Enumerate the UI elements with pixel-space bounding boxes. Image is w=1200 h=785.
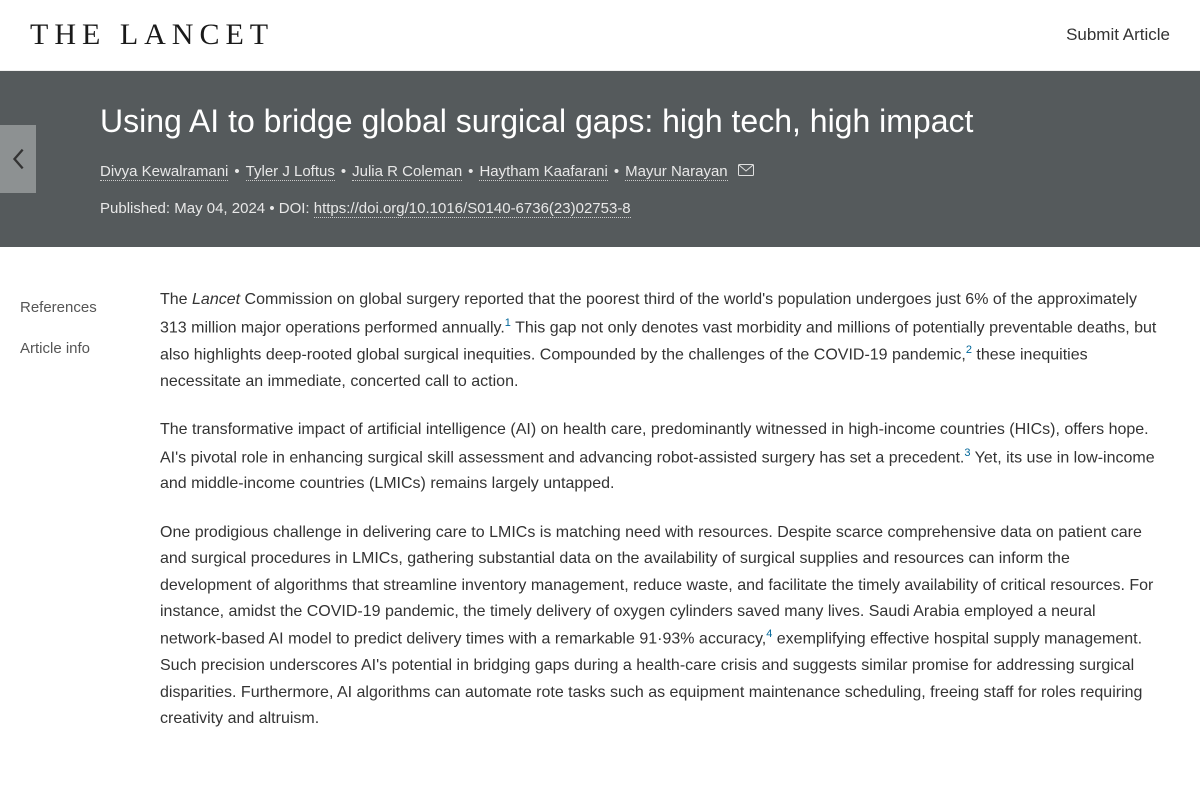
author-link[interactable]: Haytham Kaafarani <box>479 163 607 181</box>
meta-separator: • <box>269 200 278 217</box>
text-span: The <box>160 291 192 308</box>
author-list: Divya Kewalramani•Tyler J Loftus•Julia R… <box>100 163 1170 181</box>
published-date: May 04, 2024 <box>174 200 265 217</box>
doi-label: DOI: <box>279 200 310 217</box>
article-hero: Using AI to bridge global surgical gaps:… <box>0 71 1200 247</box>
author-link[interactable]: Mayur Narayan <box>625 163 728 181</box>
sidebar-item-article-info[interactable]: Article info <box>20 328 140 369</box>
top-bar: THE LANCET Submit Article <box>0 0 1200 71</box>
back-button[interactable] <box>0 125 36 193</box>
article-meta: Published: May 04, 2024 • DOI: https://d… <box>100 200 1170 217</box>
mail-icon[interactable] <box>738 163 754 180</box>
author-separator: • <box>462 163 479 180</box>
content-wrap: References Article info The Lancet Commi… <box>0 247 1200 754</box>
author-link[interactable]: Julia R Coleman <box>352 163 462 181</box>
author-link[interactable]: Tyler J Loftus <box>246 163 335 181</box>
paragraph: One prodigious challenge in delivering c… <box>160 520 1160 732</box>
author-separator: • <box>335 163 352 180</box>
article-title: Using AI to bridge global surgical gaps:… <box>100 101 1170 143</box>
published-label: Published: <box>100 200 170 217</box>
site-logo[interactable]: THE LANCET <box>30 18 274 52</box>
article-body: The Lancet Commission on global surgery … <box>140 287 1200 754</box>
text-span: One prodigious challenge in delivering c… <box>160 524 1153 648</box>
sidebar-item-references[interactable]: References <box>20 287 140 328</box>
italic-span: Lancet <box>192 291 240 308</box>
paragraph: The transformative impact of artificial … <box>160 417 1160 498</box>
author-separator: • <box>228 163 245 180</box>
doi-link[interactable]: https://doi.org/10.1016/S0140-6736(23)02… <box>314 200 631 218</box>
author-separator: • <box>608 163 625 180</box>
author-link[interactable]: Divya Kewalramani <box>100 163 228 181</box>
chevron-left-icon <box>11 147 25 171</box>
submit-article-link[interactable]: Submit Article <box>1066 25 1170 45</box>
sidebar: References Article info <box>0 287 140 754</box>
paragraph: The Lancet Commission on global surgery … <box>160 287 1160 395</box>
